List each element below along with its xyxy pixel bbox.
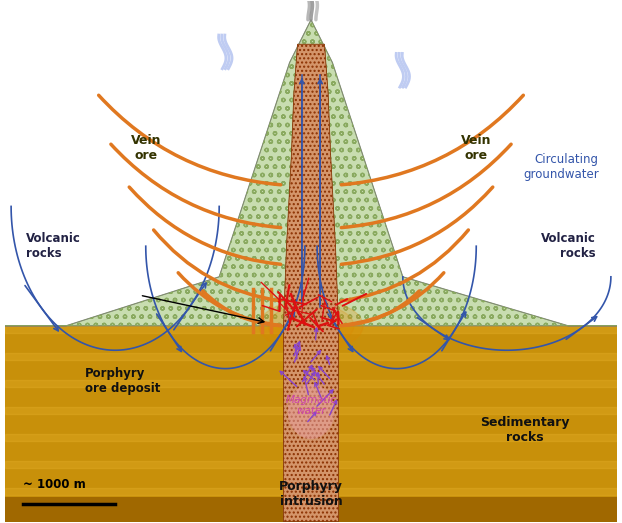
Bar [5,420,617,427]
Bar [5,407,617,414]
Polygon shape [288,384,334,439]
Polygon shape [5,326,617,521]
Bar [5,448,617,454]
Bar [5,488,617,495]
Bar [5,326,617,333]
Text: Sedimentary
rocks: Sedimentary rocks [480,416,570,444]
Polygon shape [268,304,354,347]
Bar [5,515,617,521]
Bar [5,434,617,441]
Bar [5,474,617,481]
Text: ~ 1000 m: ~ 1000 m [24,478,86,491]
Text: Volcanic
rocks: Volcanic rocks [26,232,81,260]
Bar [5,354,617,360]
Text: Circulating
groundwater: Circulating groundwater [523,153,598,180]
Polygon shape [259,300,363,352]
Bar [5,380,617,387]
Bar [5,367,617,373]
Text: Magmatic
water: Magmatic water [285,394,337,416]
Polygon shape [5,20,617,326]
Text: Vein
ore: Vein ore [131,134,161,162]
Text: Volcanic
rocks: Volcanic rocks [541,232,596,260]
Bar [5,502,617,508]
Bar [5,394,617,401]
Bar [5,340,617,347]
Polygon shape [284,44,338,521]
Text: Vein
ore: Vein ore [461,134,491,162]
Polygon shape [5,497,617,521]
Text: Porphyry
intrusion: Porphyry intrusion [279,480,343,508]
Bar [5,461,617,468]
Text: Porphyry
ore deposit: Porphyry ore deposit [85,367,160,395]
